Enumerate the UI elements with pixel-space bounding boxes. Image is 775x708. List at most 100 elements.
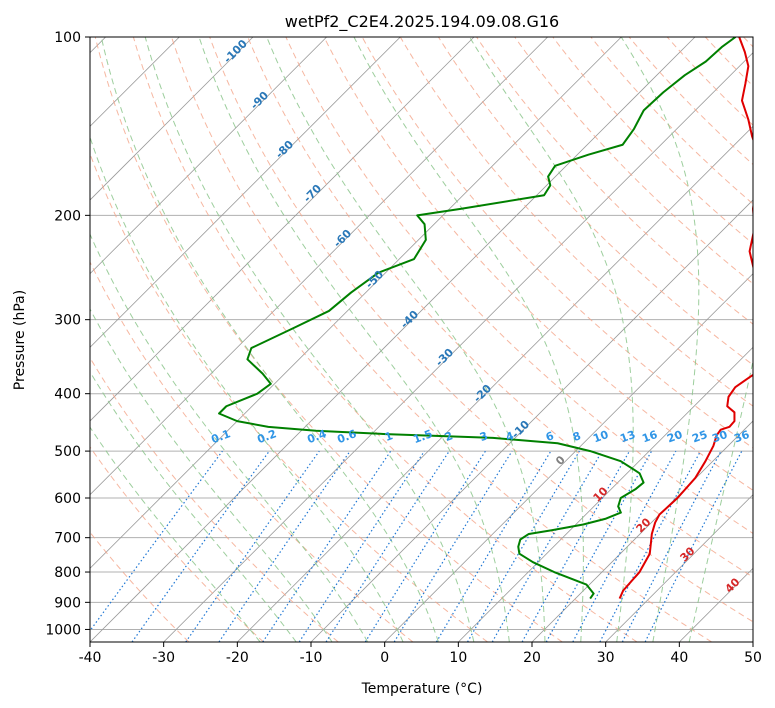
- mixing-ratio-label: 36: [732, 428, 751, 446]
- mixing-ratio-label: 0.4: [305, 427, 328, 446]
- x-tick-label: -10: [300, 650, 323, 666]
- plot-area: [90, 37, 753, 642]
- mixing-ratio-line: [572, 450, 677, 642]
- dry-adiabat-line: [90, 260, 414, 642]
- mixing-ratio-line: [131, 450, 270, 642]
- mixing-ratio-line: [364, 450, 486, 642]
- dry-adiabat-label: 40: [723, 575, 743, 595]
- dry-adiabat-label: -60: [331, 227, 354, 250]
- mixing-ratio-label: 10: [591, 428, 610, 446]
- x-tick-label: 10: [449, 650, 467, 666]
- isotherm-line: [90, 37, 696, 642]
- isotherm-line: [384, 273, 753, 642]
- mixing-ratio-line: [435, 450, 552, 642]
- y-tick-label: 600: [54, 491, 81, 507]
- mixing-ratio-label: 13: [618, 428, 637, 445]
- dry-adiabat-line: [171, 37, 713, 642]
- mixing-ratio-line: [545, 450, 653, 642]
- y-tick-label: 700: [54, 531, 81, 547]
- x-tick-label: 50: [744, 650, 762, 666]
- x-tick-label: -20: [226, 650, 249, 666]
- y-tick-label: 900: [54, 595, 81, 611]
- y-tick-label: 1000: [45, 622, 81, 638]
- x-tick-label: 0: [380, 650, 389, 666]
- dry-adiabat-label: -30: [433, 346, 456, 369]
- mixing-ratio-line: [262, 450, 392, 642]
- dry-adiabat-line: [399, 37, 753, 407]
- x-tick-label: 30: [597, 650, 615, 666]
- mixing-ratio-label: 6: [544, 429, 556, 444]
- isotherm-line: [163, 52, 753, 642]
- isotherm-line: [605, 494, 753, 642]
- dry-adiabat-label: -40: [398, 308, 421, 331]
- mixing-ratio-line: [185, 450, 320, 642]
- isotherm-line: [237, 125, 753, 642]
- y-tick-label: 400: [54, 387, 81, 403]
- dry-adiabat-line: [209, 37, 753, 623]
- mixing-ratio-label: 20: [665, 428, 684, 446]
- dry-adiabat-label: 20: [634, 515, 654, 535]
- x-tick-label: 40: [670, 650, 688, 666]
- mixing-ratio-line: [298, 450, 425, 642]
- isotherm-line: [90, 37, 548, 496]
- dry-adiabat-label: 10: [591, 484, 611, 504]
- dry-adiabat-label: 30: [678, 544, 698, 564]
- isotherm-line: [90, 37, 401, 348]
- dry-adiabat-label: -20: [471, 382, 494, 405]
- moist-adiabat-line: [620, 37, 700, 642]
- mixing-ratio-line: [393, 450, 513, 642]
- moist-adiabat-line: [688, 358, 753, 642]
- dry-adiabat-line: [743, 37, 753, 48]
- mixing-ratio-label: 0.2: [255, 427, 278, 446]
- mixing-ratio-label: 3: [478, 429, 490, 444]
- dry-adiabat-line: [704, 37, 753, 87]
- x-tick-label: -40: [79, 650, 102, 666]
- isotherm-line: [531, 420, 753, 642]
- isotherm-line: [458, 346, 753, 642]
- mixing-ratio-line: [521, 450, 631, 642]
- isotherm-line: [90, 37, 475, 422]
- mixing-ratio-label: 30: [710, 428, 729, 446]
- moist-adiabat-line: [90, 370, 297, 642]
- dry-adiabat-line: [476, 37, 753, 325]
- moist-adiabat-line: [469, 37, 634, 642]
- dry-adiabat-line: [90, 531, 190, 642]
- dry-adiabat-line: [628, 37, 753, 166]
- isotherm-line: [90, 37, 327, 275]
- mixing-ratio-line: [491, 450, 603, 642]
- mixing-ratio-label: 1.5: [411, 427, 434, 446]
- dry-adiabat-label: -100: [221, 37, 250, 66]
- y-tick-label: 300: [54, 313, 81, 329]
- dry-adiabat-line: [132, 37, 638, 642]
- mixing-ratio-label: 0.1: [209, 427, 232, 446]
- mixing-ratio-line: [325, 450, 450, 642]
- dry-adiabat-line: [514, 37, 753, 285]
- dewpoint-profile: [218, 37, 737, 600]
- mixing-ratio-label: 1: [383, 429, 395, 444]
- y-axis-label: Pressure (hPa): [12, 290, 28, 390]
- moist-adiabat-line: [198, 37, 510, 642]
- isotherm-line: [310, 199, 753, 642]
- moist-adiabat-line: [90, 135, 404, 642]
- dry-adiabat-line: [438, 37, 753, 366]
- mixing-ratio-label: 4: [504, 429, 516, 444]
- temperature-profile: [618, 37, 753, 599]
- moist-adiabat-line: [266, 37, 546, 642]
- moist-adiabat-line: [144, 37, 475, 642]
- moist-adiabat-line: [90, 308, 333, 642]
- isotherm-line: [90, 37, 622, 569]
- dry-adiabat-line: [90, 356, 339, 642]
- dry-adiabat-label: -80: [273, 138, 296, 161]
- moist-adiabat-line: [90, 426, 261, 642]
- mixing-ratio-label: 8: [571, 429, 583, 444]
- mixing-ratio-line: [90, 450, 223, 632]
- plot-frame: [89, 36, 754, 643]
- moist-adiabat-line: [90, 233, 369, 642]
- dry-adiabat-line: [361, 37, 753, 449]
- moist-adiabat-line: [100, 37, 439, 642]
- dry-adiabat-line: [94, 37, 563, 642]
- chart-title: wetPf2_C2E4.2025.194.09.08.G16: [285, 12, 559, 32]
- dry-adiabat-label: -90: [248, 89, 271, 112]
- x-tick-label: -30: [152, 650, 175, 666]
